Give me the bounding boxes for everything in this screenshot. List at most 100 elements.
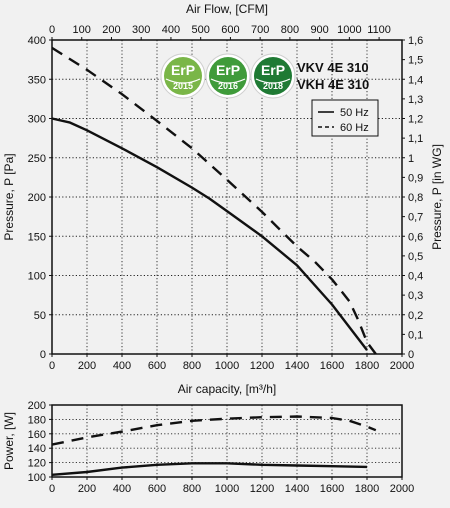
- y2-tick-label: 0,6: [408, 231, 423, 243]
- power-x-tick-label: 1400: [285, 483, 309, 495]
- x-tick-label: 200: [78, 360, 96, 372]
- badge-disc: [254, 57, 292, 95]
- y2-tick-label: 1,3: [408, 94, 423, 106]
- x2-tick-label: 500: [192, 24, 210, 36]
- x2-tick-label: 200: [102, 24, 120, 36]
- power-y-tick-label: 120: [28, 458, 46, 470]
- x-tick-label: 1000: [215, 360, 239, 372]
- power-x-tick-label: 0: [49, 483, 55, 495]
- x2-tick-label: 700: [251, 24, 269, 36]
- x2-tick-label: 300: [132, 24, 150, 36]
- badge-year: 2018: [263, 81, 283, 91]
- x2-tick-label: 900: [310, 24, 328, 36]
- legend: 50 Hz 60 Hz: [311, 99, 379, 137]
- x2-tick-label: 400: [162, 24, 180, 36]
- power-y-tick-label: 200: [28, 400, 46, 412]
- erp-badge-2018: ErP 2018: [250, 53, 296, 99]
- pressure-grid: [52, 40, 402, 354]
- power-y-tick-label: 140: [28, 443, 46, 455]
- y2-tick-label: 0,9: [408, 172, 423, 184]
- model-name-1: VKV 4E 310: [297, 60, 369, 75]
- x-tick-label: 1200: [250, 360, 274, 372]
- y2-tick-label: 1: [408, 153, 414, 165]
- x2-tick-label: 800: [281, 24, 299, 36]
- x-tick-label: 800: [183, 360, 201, 372]
- badge-swoosh: [255, 78, 291, 84]
- power-y-tick-label: 180: [28, 414, 46, 426]
- badge-year: 2015: [173, 81, 193, 91]
- legend-label-50hz: 50 Hz: [340, 107, 369, 119]
- power-x-tick-label: 1200: [250, 483, 274, 495]
- badge-disc: [164, 57, 202, 95]
- y-tick-label: 400: [28, 35, 46, 47]
- power-tick-labels: 0 200 400 600 800 1000 1200 1400 1600 1800 2000 100…: [28, 400, 415, 495]
- top-axis-title: Air Flow, [CFM]: [186, 2, 268, 16]
- x-tick-label: 1400: [285, 360, 309, 372]
- y-tick-label: 250: [28, 153, 46, 165]
- power-series-60hz: [51, 415, 377, 446]
- y-tick-label: 0: [40, 349, 46, 361]
- power-x-tick-label: 200: [78, 483, 96, 495]
- y2-tick-label: 0,3: [408, 290, 423, 302]
- badge-label: ErP: [216, 62, 240, 78]
- right-axis-title: Pressure, P [in WG]: [430, 144, 444, 250]
- power-x-tick-label: 600: [148, 483, 166, 495]
- x-tick-label: 2000: [390, 360, 414, 372]
- x2-tick-label: 100: [73, 24, 91, 36]
- y-tick-label: 100: [28, 271, 46, 283]
- badge-label: ErP: [261, 62, 285, 78]
- power-x-tick-label: 2000: [390, 483, 414, 495]
- power-y-tick-label: 160: [28, 429, 46, 441]
- y2-tick-label: 0,4: [408, 271, 423, 283]
- badge-swoosh: [210, 78, 246, 84]
- y2-tick-label: 0,1: [408, 329, 423, 341]
- pressure-series-60hz: [51, 46, 377, 355]
- power-x-tick-label: 1800: [355, 483, 379, 495]
- legend-label-60hz: 60 Hz: [340, 122, 369, 134]
- power-grid: [52, 405, 402, 477]
- power-series: [51, 415, 377, 476]
- y-tick-label: 50: [34, 310, 46, 322]
- x2-tick-label: 600: [221, 24, 239, 36]
- badge-swoosh: [165, 78, 201, 84]
- x2-tick-label: 0: [49, 24, 55, 36]
- power-x-tick-label: 800: [183, 483, 201, 495]
- y-tick-label: 200: [28, 192, 46, 204]
- x-axis-title: Air capacity, [m³/h]: [178, 382, 276, 396]
- y2-tick-label: 0,2: [408, 310, 423, 322]
- y-tick-label: 150: [28, 231, 46, 243]
- y2-tick-label: 0: [408, 349, 414, 361]
- x2-tick-label: 1100: [367, 24, 391, 36]
- x-tick-label: 400: [113, 360, 131, 372]
- y2-tick-label: 0,8: [408, 192, 423, 204]
- y-axis-title: Pressure, P [Pa]: [2, 153, 16, 240]
- y2-tick-label: 0,7: [408, 212, 423, 224]
- x-tick-label: 1800: [355, 360, 379, 372]
- y-tick-label: 300: [28, 114, 46, 126]
- power-y-tick-label: 100: [28, 472, 46, 484]
- y2-tick-label: 1,5: [408, 55, 423, 67]
- y2-tick-label: 1,2: [408, 114, 423, 126]
- x-tick-label: 1600: [320, 360, 344, 372]
- power-x-tick-label: 1000: [215, 483, 239, 495]
- badge-disc: [209, 57, 247, 95]
- pressure-series-50hz: [51, 117, 368, 351]
- y-tick-label: 350: [28, 74, 46, 86]
- badge-year: 2016: [218, 81, 238, 91]
- y2-tick-label: 1,1: [408, 133, 423, 145]
- y2-tick-label: 0,5: [408, 251, 423, 263]
- power-x-tick-label: 400: [113, 483, 131, 495]
- y2-tick-label: 1,4: [408, 74, 423, 86]
- pressure-tick-labels: 0 200 400 600 800 1000 1200 1400 1600 1800 2000050…: [28, 24, 424, 372]
- power-x-tick-label: 1600: [320, 483, 344, 495]
- model-name-2: VKH 4E 310: [297, 77, 369, 92]
- badge-label: ErP: [171, 62, 195, 78]
- y2-tick-label: 1,6: [408, 35, 423, 47]
- legend-box: [311, 99, 379, 137]
- pressure-series: [51, 46, 377, 355]
- x2-tick-label: 1000: [337, 24, 361, 36]
- power-y-axis-title: Power, [W]: [2, 412, 16, 470]
- erp-badge-2016: ErP 2016: [205, 53, 251, 99]
